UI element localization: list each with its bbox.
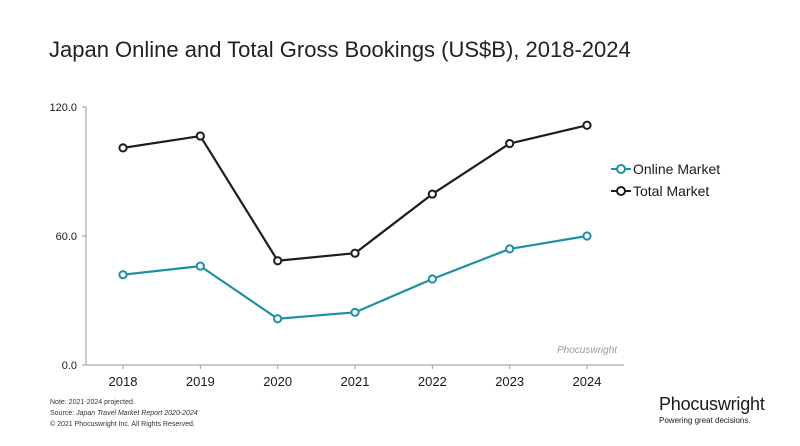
data-point-online-market	[582, 231, 592, 241]
data-point-total-market	[273, 256, 283, 266]
chart-title: Japan Online and Total Gross Bookings (U…	[49, 37, 631, 62]
data-point-online-market	[505, 244, 515, 254]
data-point-online-market	[427, 274, 437, 284]
x-tick-label: 2022	[418, 374, 447, 389]
footer-source-prefix: Source:	[50, 410, 77, 417]
y-tick-label: 120.0	[49, 102, 77, 114]
footer-copyright: © 2021 Phocuswright Inc. All Rights Rese…	[50, 421, 195, 428]
data-point-total-market	[118, 143, 128, 153]
data-point-online-market	[118, 270, 128, 280]
data-point-total-market	[427, 189, 437, 199]
data-point-total-market	[582, 120, 592, 130]
data-point-online-market	[350, 307, 360, 317]
legend-label-online: Online Market	[633, 161, 721, 177]
chart-axes: 120.0 60.0 0.0 2018 2019 2020 2021 2022 2023 2024	[49, 102, 624, 389]
legend-item-total: Total Market	[611, 180, 720, 202]
footer-note: Note: 2021-2024 projected.	[50, 399, 135, 406]
brand-tagline: Powering great decisions.	[659, 416, 751, 425]
y-tick-label: 0.0	[62, 360, 77, 372]
series-points	[118, 120, 592, 324]
data-point-total-market	[195, 131, 205, 141]
footer-source: Source: Japan Travel Market Report 2020-…	[50, 408, 198, 419]
x-tick-label: 2018	[109, 374, 138, 389]
x-tick-label: 2021	[341, 374, 370, 389]
series-line-online-market	[122, 234, 588, 320]
data-point-online-market	[195, 261, 205, 271]
brand-logo: Phocuswright Powering great decisions.	[659, 394, 765, 425]
data-point-online-market	[273, 314, 283, 324]
footer: Note: 2021-2024 projected. Source: Japan…	[50, 397, 198, 430]
x-tick-label: 2020	[263, 374, 292, 389]
y-tick-label: 60.0	[56, 231, 77, 243]
x-tick-label: 2024	[573, 374, 602, 389]
legend-swatch-total	[611, 185, 631, 197]
data-point-total-market	[505, 138, 515, 149]
footer-source-title: Japan Travel Market Report 2020-2024	[76, 410, 198, 417]
data-point-total-market	[350, 248, 360, 258]
brand-name: Phocuswright	[659, 394, 765, 414]
legend-label-total: Total Market	[633, 183, 710, 199]
watermark: Phocuswright	[557, 345, 618, 356]
legend-item-online: Online Market	[611, 158, 720, 180]
x-tick-label: 2019	[186, 374, 215, 389]
series-lines	[122, 124, 588, 320]
x-tick-label: 2023	[495, 374, 524, 389]
series-line-total-market	[122, 124, 588, 262]
legend-swatch-online	[611, 163, 631, 175]
legend: Online Market Total Market	[611, 158, 720, 202]
